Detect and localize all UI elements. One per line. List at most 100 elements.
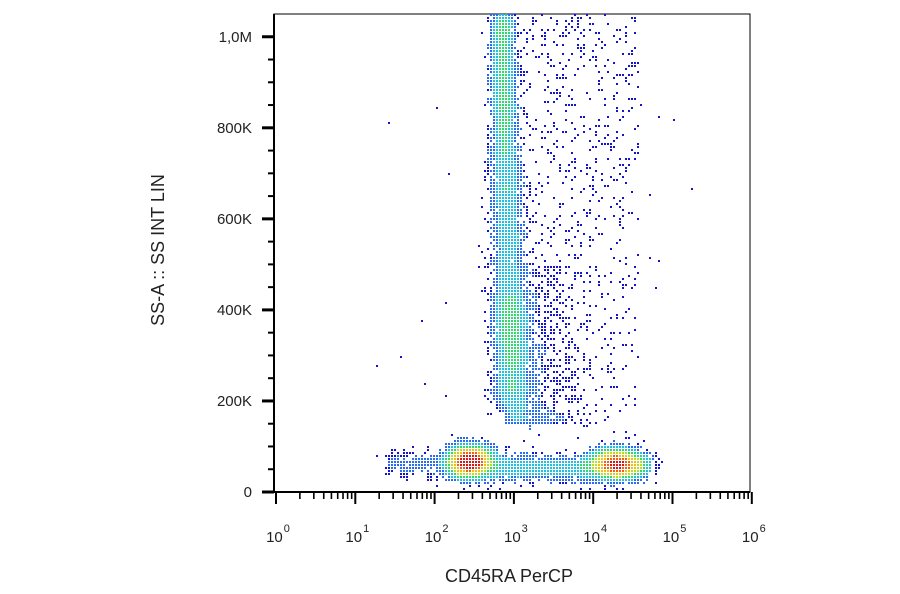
data-point — [517, 131, 519, 133]
data-point — [583, 44, 585, 46]
data-point — [505, 152, 507, 154]
data-point — [487, 278, 489, 280]
data-point — [634, 470, 636, 472]
data-point — [499, 272, 501, 274]
data-point — [499, 194, 501, 196]
data-point — [595, 467, 597, 469]
data-point — [529, 422, 531, 424]
data-point — [505, 65, 507, 67]
data-point — [412, 473, 414, 475]
data-point — [511, 464, 513, 466]
data-point — [616, 74, 618, 76]
data-point — [523, 278, 525, 280]
data-point — [571, 98, 573, 100]
data-point — [523, 80, 525, 82]
data-point — [508, 287, 510, 289]
data-point — [499, 344, 501, 346]
data-point — [634, 455, 636, 457]
data-point — [583, 125, 585, 127]
data-point — [535, 422, 537, 424]
data-point — [589, 239, 591, 241]
data-point — [505, 209, 507, 211]
data-point — [607, 158, 609, 160]
data-point — [613, 476, 615, 478]
data-point — [544, 335, 546, 337]
data-point — [454, 446, 456, 448]
data-point — [574, 482, 576, 484]
data-point — [511, 152, 513, 154]
data-point — [544, 371, 546, 373]
data-point — [511, 383, 513, 385]
data-point — [496, 215, 498, 217]
data-point — [544, 368, 546, 370]
data-point — [580, 47, 582, 49]
data-point — [499, 77, 501, 79]
data-point — [502, 155, 504, 157]
data-point — [436, 485, 438, 487]
data-point — [589, 23, 591, 25]
data-point — [622, 317, 624, 319]
data-point — [454, 464, 456, 466]
data-point — [514, 110, 516, 112]
data-point — [505, 248, 507, 250]
data-point — [583, 470, 585, 472]
data-point — [493, 173, 495, 175]
data-point — [628, 446, 630, 448]
data-point — [556, 146, 558, 148]
data-point — [565, 323, 567, 325]
data-point — [529, 230, 531, 232]
data-point — [547, 386, 549, 388]
data-point — [511, 233, 513, 235]
data-point — [508, 269, 510, 271]
data-point — [526, 377, 528, 379]
data-point — [520, 239, 522, 241]
data-point — [592, 467, 594, 469]
data-point — [589, 29, 591, 31]
data-point — [496, 212, 498, 214]
data-point — [454, 458, 456, 460]
data-point — [496, 260, 498, 262]
data-point — [511, 191, 513, 193]
data-point — [487, 152, 489, 154]
data-point — [637, 449, 639, 451]
data-point — [478, 485, 480, 487]
data-point — [535, 332, 537, 334]
data-point — [631, 62, 633, 64]
data-point — [646, 467, 648, 469]
data-point — [523, 335, 525, 337]
data-point — [526, 404, 528, 406]
data-point — [571, 461, 573, 463]
data-point — [511, 311, 513, 313]
data-point — [526, 395, 528, 397]
data-point — [586, 167, 588, 169]
data-point — [559, 284, 561, 286]
data-point — [517, 467, 519, 469]
data-point — [499, 221, 501, 223]
data-point — [622, 176, 624, 178]
data-point — [490, 305, 492, 307]
data-point — [514, 344, 516, 346]
data-point — [505, 359, 507, 361]
data-point — [490, 59, 492, 61]
data-point — [493, 341, 495, 343]
data-point — [598, 473, 600, 475]
data-point — [496, 116, 498, 118]
data-point — [502, 200, 504, 202]
data-point — [481, 458, 483, 460]
data-point — [496, 218, 498, 220]
data-point — [580, 461, 582, 463]
data-point — [607, 479, 609, 481]
data-point — [520, 188, 522, 190]
data-point — [487, 173, 489, 175]
data-point — [559, 92, 561, 94]
data-point — [511, 359, 513, 361]
data-point — [505, 110, 507, 112]
data-point — [499, 242, 501, 244]
data-point — [493, 347, 495, 349]
data-point — [460, 479, 462, 481]
data-point — [463, 446, 465, 448]
data-point — [622, 443, 624, 445]
data-point — [628, 467, 630, 469]
data-point — [511, 302, 513, 304]
data-point — [583, 455, 585, 457]
